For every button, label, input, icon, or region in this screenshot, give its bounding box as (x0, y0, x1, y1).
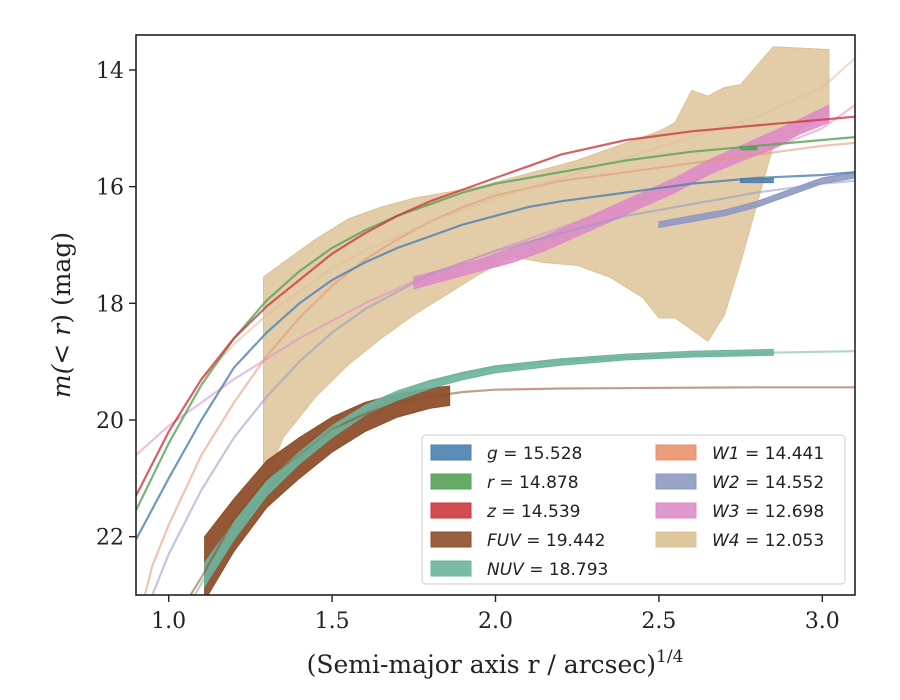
legend-label-r: r = 14.878 (487, 473, 579, 493)
legend-swatch-z (430, 502, 472, 519)
axes: 1.0 1.5 2.0 2.5 3.0 14 16 18 20 22 (96, 34, 856, 634)
legend-swatch-nuv (430, 560, 472, 577)
band-fuv-12 (204, 385, 451, 595)
y-axis-label-part-2: < r (47, 322, 76, 365)
x-axis-label-exponent: 1/4 (656, 647, 683, 667)
x-axis-label-text: (Semi-major axis r / arcsec) (307, 650, 656, 679)
y-axis-label: m(< r) (mag) (47, 232, 76, 398)
line-z (136, 115, 855, 497)
line-w1 (143, 141, 855, 595)
legend-swatch-r (430, 473, 472, 490)
line-fuv (189, 386, 855, 595)
band-nuv-13 (204, 348, 774, 589)
x-tick-label: 2.5 (641, 609, 676, 634)
legend-label-w1: W1 = 14.441 (712, 444, 824, 464)
x-tick-label: 2.0 (478, 609, 513, 634)
legend-swatch-g (430, 444, 472, 461)
y-tick-label: 18 (96, 292, 124, 317)
legend-box (421, 434, 846, 585)
legend-label-w3: W3 = 12.698 (712, 502, 824, 522)
x-tick-label: 1.0 (151, 609, 186, 634)
line-w3 (136, 104, 855, 456)
legend-label-w2: W2 = 14.552 (712, 473, 824, 493)
y-axis-label-part-1: m( (47, 363, 76, 398)
legend-swatch-w1 (655, 444, 697, 461)
legend-label-g: g = 15.528 (487, 444, 582, 464)
legend-swatch-w2 (655, 473, 697, 490)
legend-label-fuv: FUV = 19.442 (487, 531, 605, 551)
x-axis-label: (Semi-major axis r / arcsec)1/4 (307, 647, 684, 679)
x-tick-label: 3.0 (805, 609, 840, 634)
legend-swatch-w4 (655, 531, 697, 548)
legend-swatch-fuv (430, 531, 472, 548)
line-w2 (151, 179, 855, 595)
legend-label-z: z = 14.539 (486, 502, 580, 522)
y-tick-label: 22 (96, 526, 124, 551)
line-layer (136, 57, 855, 595)
legend-swatch-w3 (655, 502, 697, 519)
y-axis-label-part-3: ) (mag) (47, 232, 76, 324)
line-nuv (193, 350, 855, 595)
y-tick-label: 20 (96, 409, 124, 434)
legend: g = 15.528 r = 14.878 z = 14.539 FUV = 19.4… (421, 434, 846, 585)
y-tick-label: 14 (96, 59, 124, 84)
line-g (136, 171, 855, 541)
y-tick-label: 16 (96, 176, 124, 201)
x-tick-label: 1.5 (315, 609, 350, 634)
legend-label-w4: W4 = 12.053 (712, 531, 824, 551)
line-w4 (200, 57, 855, 380)
legend-label-nuv: NUV = 18.793 (487, 560, 608, 580)
